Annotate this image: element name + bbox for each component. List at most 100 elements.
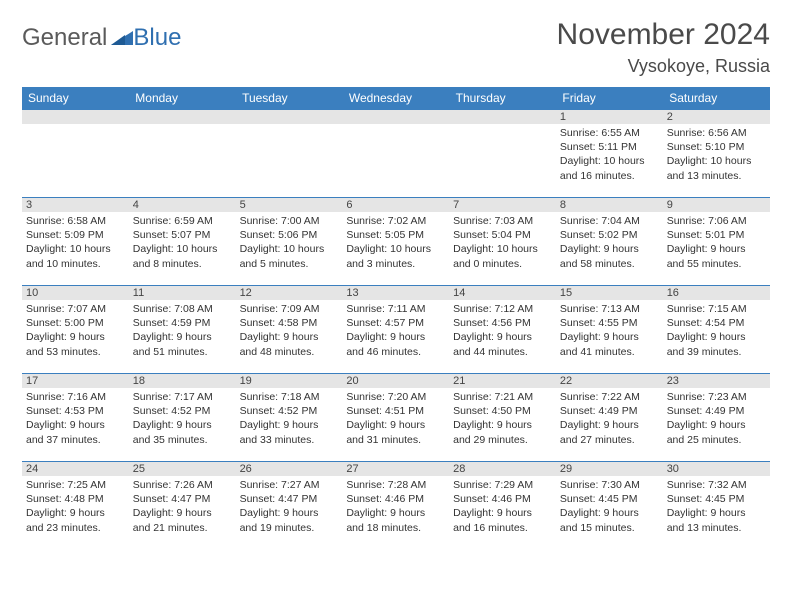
detail-line-sunset: Sunset: 4:59 PM bbox=[133, 316, 232, 330]
detail-line-sunrise: Sunrise: 7:18 AM bbox=[240, 390, 339, 404]
detail-line-day2: and 18 minutes. bbox=[346, 521, 445, 535]
detail-line-sunset: Sunset: 5:07 PM bbox=[133, 228, 232, 242]
detail-line-day1: Daylight: 9 hours bbox=[560, 330, 659, 344]
detail-line-sunset: Sunset: 4:50 PM bbox=[453, 404, 552, 418]
day-details: Sunrise: 7:18 AMSunset: 4:52 PMDaylight:… bbox=[236, 388, 343, 451]
day-number: 29 bbox=[556, 462, 663, 476]
calendar-cell: 21Sunrise: 7:21 AMSunset: 4:50 PMDayligh… bbox=[449, 374, 556, 462]
weekday-header: Wednesday bbox=[342, 87, 449, 110]
detail-line-sunset: Sunset: 4:49 PM bbox=[667, 404, 766, 418]
day-number: 27 bbox=[342, 462, 449, 476]
detail-line-sunset: Sunset: 5:00 PM bbox=[26, 316, 125, 330]
calendar-cell: 25Sunrise: 7:26 AMSunset: 4:47 PMDayligh… bbox=[129, 462, 236, 550]
detail-line-sunset: Sunset: 5:06 PM bbox=[240, 228, 339, 242]
detail-line-day1: Daylight: 9 hours bbox=[240, 418, 339, 432]
detail-line-day1: Daylight: 9 hours bbox=[667, 506, 766, 520]
detail-line-day2: and 31 minutes. bbox=[346, 433, 445, 447]
detail-line-day1: Daylight: 10 hours bbox=[346, 242, 445, 256]
calendar-cell bbox=[236, 110, 343, 198]
detail-line-day2: and 41 minutes. bbox=[560, 345, 659, 359]
detail-line-sunset: Sunset: 4:46 PM bbox=[346, 492, 445, 506]
detail-line-sunset: Sunset: 4:57 PM bbox=[346, 316, 445, 330]
detail-line-sunrise: Sunrise: 7:00 AM bbox=[240, 214, 339, 228]
detail-line-day1: Daylight: 9 hours bbox=[133, 330, 232, 344]
detail-line-day2: and 51 minutes. bbox=[133, 345, 232, 359]
day-number: 10 bbox=[22, 286, 129, 300]
detail-line-day1: Daylight: 9 hours bbox=[667, 242, 766, 256]
day-details: Sunrise: 7:04 AMSunset: 5:02 PMDaylight:… bbox=[556, 212, 663, 275]
day-details: Sunrise: 7:07 AMSunset: 5:00 PMDaylight:… bbox=[22, 300, 129, 363]
detail-line-day1: Daylight: 9 hours bbox=[26, 330, 125, 344]
calendar-cell: 4Sunrise: 6:59 AMSunset: 5:07 PMDaylight… bbox=[129, 198, 236, 286]
page-header: General Blue November 2024 Vysokoye, Rus… bbox=[22, 18, 770, 77]
detail-line-sunset: Sunset: 4:47 PM bbox=[240, 492, 339, 506]
day-details: Sunrise: 7:06 AMSunset: 5:01 PMDaylight:… bbox=[663, 212, 770, 275]
detail-line-day2: and 27 minutes. bbox=[560, 433, 659, 447]
calendar-week-row: 10Sunrise: 7:07 AMSunset: 5:00 PMDayligh… bbox=[22, 286, 770, 374]
weekday-header: Thursday bbox=[449, 87, 556, 110]
calendar-cell: 2Sunrise: 6:56 AMSunset: 5:10 PMDaylight… bbox=[663, 110, 770, 198]
calendar-cell: 14Sunrise: 7:12 AMSunset: 4:56 PMDayligh… bbox=[449, 286, 556, 374]
detail-line-day2: and 53 minutes. bbox=[26, 345, 125, 359]
detail-line-sunrise: Sunrise: 7:16 AM bbox=[26, 390, 125, 404]
detail-line-day1: Daylight: 10 hours bbox=[26, 242, 125, 256]
detail-line-sunrise: Sunrise: 7:12 AM bbox=[453, 302, 552, 316]
day-details: Sunrise: 7:26 AMSunset: 4:47 PMDaylight:… bbox=[129, 476, 236, 539]
day-details: Sunrise: 7:03 AMSunset: 5:04 PMDaylight:… bbox=[449, 212, 556, 275]
detail-line-day1: Daylight: 9 hours bbox=[26, 506, 125, 520]
day-number-blank bbox=[342, 110, 449, 124]
detail-line-day1: Daylight: 10 hours bbox=[560, 154, 659, 168]
detail-line-day2: and 8 minutes. bbox=[133, 257, 232, 271]
day-number-blank bbox=[22, 110, 129, 124]
detail-line-sunrise: Sunrise: 7:09 AM bbox=[240, 302, 339, 316]
detail-line-day2: and 15 minutes. bbox=[560, 521, 659, 535]
detail-line-day1: Daylight: 9 hours bbox=[560, 418, 659, 432]
brand-logo: General Blue bbox=[22, 18, 181, 52]
detail-line-day1: Daylight: 9 hours bbox=[26, 418, 125, 432]
day-details: Sunrise: 7:09 AMSunset: 4:58 PMDaylight:… bbox=[236, 300, 343, 363]
day-details: Sunrise: 6:59 AMSunset: 5:07 PMDaylight:… bbox=[129, 212, 236, 275]
day-details: Sunrise: 7:00 AMSunset: 5:06 PMDaylight:… bbox=[236, 212, 343, 275]
detail-line-day1: Daylight: 9 hours bbox=[667, 330, 766, 344]
calendar-week-row: 24Sunrise: 7:25 AMSunset: 4:48 PMDayligh… bbox=[22, 462, 770, 550]
day-number: 28 bbox=[449, 462, 556, 476]
detail-line-day1: Daylight: 9 hours bbox=[133, 418, 232, 432]
detail-line-sunrise: Sunrise: 7:04 AM bbox=[560, 214, 659, 228]
day-number: 15 bbox=[556, 286, 663, 300]
day-number-blank bbox=[236, 110, 343, 124]
day-number: 14 bbox=[449, 286, 556, 300]
day-number: 6 bbox=[342, 198, 449, 212]
day-details: Sunrise: 6:56 AMSunset: 5:10 PMDaylight:… bbox=[663, 124, 770, 187]
weekday-header-row: SundayMondayTuesdayWednesdayThursdayFrid… bbox=[22, 87, 770, 110]
detail-line-sunrise: Sunrise: 6:56 AM bbox=[667, 126, 766, 140]
detail-line-day2: and 29 minutes. bbox=[453, 433, 552, 447]
detail-line-sunset: Sunset: 4:52 PM bbox=[133, 404, 232, 418]
detail-line-sunset: Sunset: 4:54 PM bbox=[667, 316, 766, 330]
day-details: Sunrise: 7:11 AMSunset: 4:57 PMDaylight:… bbox=[342, 300, 449, 363]
day-number-blank bbox=[129, 110, 236, 124]
detail-line-sunset: Sunset: 4:55 PM bbox=[560, 316, 659, 330]
detail-line-sunrise: Sunrise: 7:17 AM bbox=[133, 390, 232, 404]
day-number: 8 bbox=[556, 198, 663, 212]
detail-line-sunrise: Sunrise: 7:23 AM bbox=[667, 390, 766, 404]
detail-line-sunset: Sunset: 4:45 PM bbox=[667, 492, 766, 506]
brand-part1: General bbox=[22, 24, 107, 52]
detail-line-day2: and 21 minutes. bbox=[133, 521, 232, 535]
detail-line-sunset: Sunset: 4:51 PM bbox=[346, 404, 445, 418]
detail-line-day1: Daylight: 10 hours bbox=[133, 242, 232, 256]
detail-line-sunset: Sunset: 5:05 PM bbox=[346, 228, 445, 242]
detail-line-sunset: Sunset: 5:11 PM bbox=[560, 140, 659, 154]
detail-line-day1: Daylight: 9 hours bbox=[560, 506, 659, 520]
detail-line-day2: and 33 minutes. bbox=[240, 433, 339, 447]
detail-line-sunrise: Sunrise: 7:15 AM bbox=[667, 302, 766, 316]
day-details: Sunrise: 7:22 AMSunset: 4:49 PMDaylight:… bbox=[556, 388, 663, 451]
calendar-cell: 3Sunrise: 6:58 AMSunset: 5:09 PMDaylight… bbox=[22, 198, 129, 286]
day-number: 7 bbox=[449, 198, 556, 212]
brand-part2: Blue bbox=[133, 24, 181, 52]
detail-line-day1: Daylight: 9 hours bbox=[453, 506, 552, 520]
detail-line-sunset: Sunset: 4:58 PM bbox=[240, 316, 339, 330]
detail-line-sunset: Sunset: 4:46 PM bbox=[453, 492, 552, 506]
day-details: Sunrise: 7:12 AMSunset: 4:56 PMDaylight:… bbox=[449, 300, 556, 363]
location: Vysokoye, Russia bbox=[557, 56, 770, 77]
detail-line-day2: and 37 minutes. bbox=[26, 433, 125, 447]
